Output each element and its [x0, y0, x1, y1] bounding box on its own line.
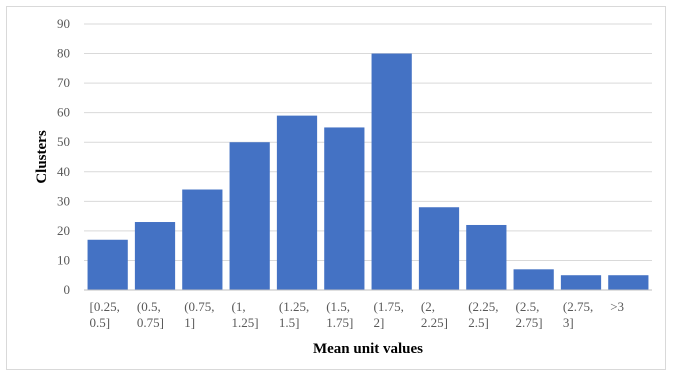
y-tick-label: 60: [57, 105, 70, 120]
y-tick-label: 0: [64, 282, 71, 297]
x-axis-ticks: [0.25, 0.5] (0.5, 0.75] (0.75, 1] (1, 1.25] (1.2…: [90, 299, 625, 330]
x-axis-title: Mean unit values: [313, 341, 423, 357]
x-tick-label: (2.5, 2.75]: [516, 299, 543, 330]
y-axis-title: Clusters: [34, 130, 50, 183]
bar: [466, 224, 507, 290]
bars: [87, 53, 649, 290]
bar: [134, 222, 176, 290]
bar: [418, 207, 460, 290]
y-tick-label: 40: [57, 164, 70, 179]
bar: [229, 142, 270, 290]
x-tick-label: (2, 2.25]: [421, 299, 448, 330]
x-tick-label: (2.25, 2.5]: [468, 299, 498, 330]
y-tick-label: 80: [57, 46, 70, 61]
x-tick-label: (1.25, 1.5]: [279, 299, 309, 330]
y-tick-label: 70: [57, 75, 70, 90]
x-tick-label: (1.75, 2]: [374, 299, 404, 330]
bar: [371, 53, 412, 290]
bar: [324, 127, 365, 290]
bar: [608, 275, 649, 290]
y-axis-ticks: 0 10 20 30 40 50 60 70 80 90: [57, 16, 70, 297]
x-tick-label: (2.75, 3]: [563, 299, 593, 330]
y-tick-label: 20: [57, 223, 70, 238]
bar: [276, 115, 318, 290]
gridlines: [84, 23, 652, 261]
y-tick-label: 50: [57, 134, 70, 149]
y-tick-label: 10: [57, 252, 70, 267]
x-tick-label: (0.5, 0.75]: [137, 299, 164, 330]
bar: [513, 269, 554, 290]
bar: [87, 239, 128, 290]
bar: [560, 275, 602, 290]
y-tick-label: 90: [57, 16, 70, 31]
y-tick-label: 30: [57, 193, 70, 208]
bar: [182, 189, 223, 290]
x-tick-label: (0.75, 1]: [184, 299, 214, 330]
x-tick-label: [0.25, 0.5]: [90, 299, 120, 330]
x-tick-label: (1, 1.25]: [232, 299, 259, 330]
x-tick-label: >3: [610, 299, 624, 314]
x-tick-label: (1.5, 1.75]: [326, 299, 353, 330]
